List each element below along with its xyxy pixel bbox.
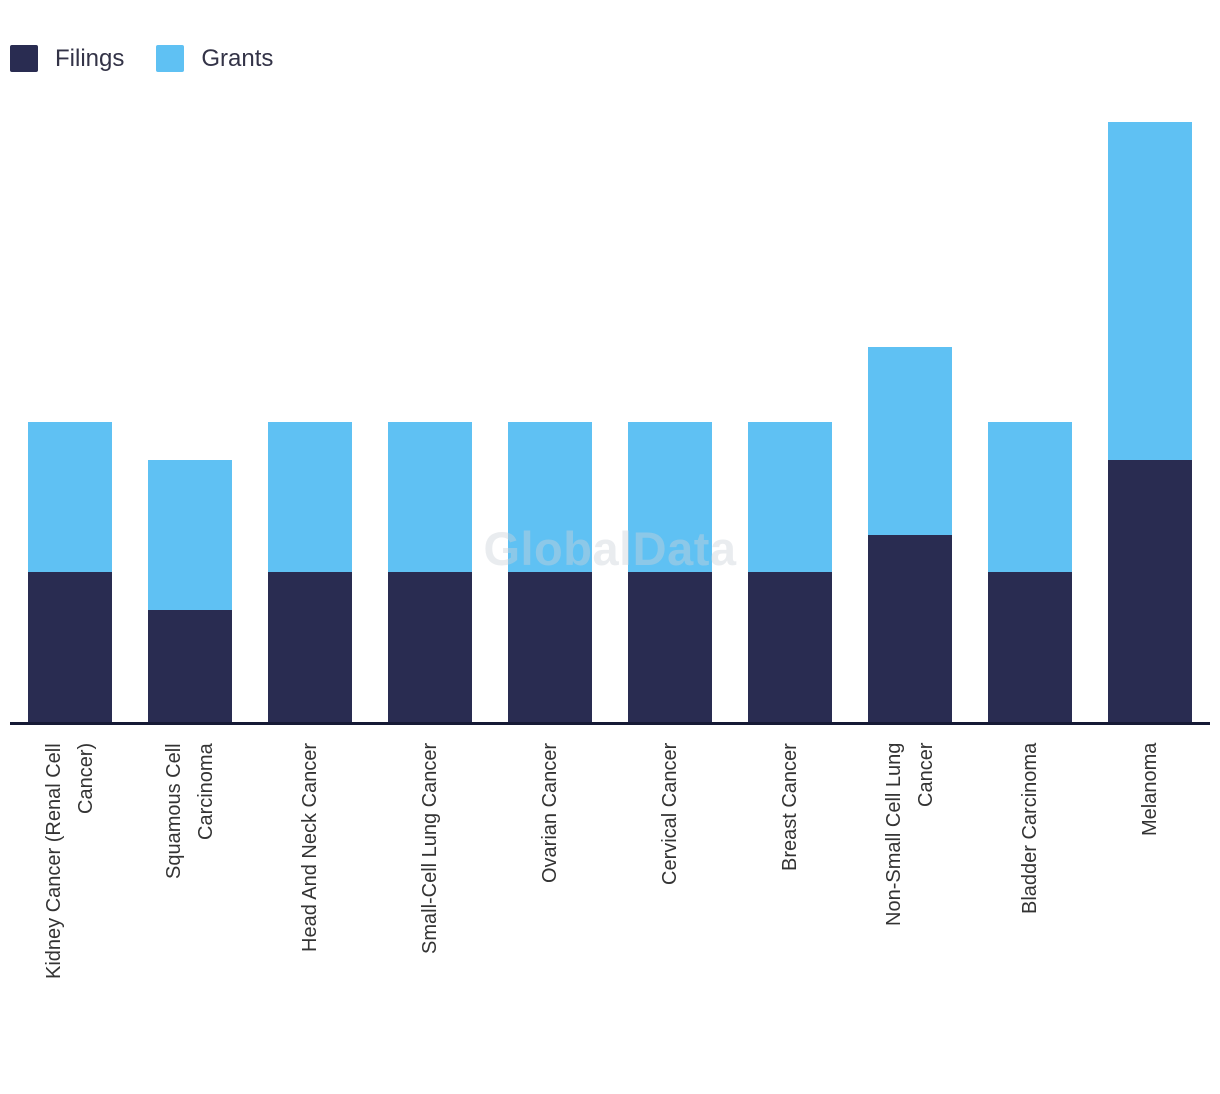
bar-segment-filings-1[interactable] — [148, 609, 232, 722]
bar-segment-grants-2[interactable] — [268, 422, 352, 572]
bar-group-3 — [388, 422, 472, 722]
bar-segment-grants-7[interactable] — [868, 347, 952, 535]
legend-label: Grants — [201, 44, 274, 72]
bar-segment-grants-5[interactable] — [628, 422, 712, 572]
bar-segment-grants-9[interactable] — [1108, 122, 1192, 460]
x-axis-label: Breast Cancer — [779, 743, 801, 871]
x-axis-label-cell-4: Ovarian Cancer — [490, 743, 610, 1084]
legend: Filings Grants — [10, 45, 273, 72]
plot-area — [28, 122, 1192, 722]
x-axis-label: Cervical Cancer — [659, 743, 681, 886]
x-axis-label-cell-0: Kidney Cancer (Renal Cell Cancer) — [10, 743, 130, 1084]
bar-group-4 — [508, 422, 592, 722]
bar-segment-filings-6[interactable] — [748, 572, 832, 722]
x-axis-label: Non-Small Cell Lung Cancer — [883, 743, 937, 927]
x-axis-label-cell-2: Head And Neck Cancer — [250, 743, 370, 1084]
x-axis-label-cell-3: Small-Cell Lung Cancer — [370, 743, 490, 1084]
x-axis-label: Head And Neck Cancer — [299, 743, 321, 953]
bar-segment-filings-4[interactable] — [508, 572, 592, 722]
bar-segment-filings-3[interactable] — [388, 572, 472, 722]
bar-segment-filings-7[interactable] — [868, 534, 952, 722]
bar-segment-grants-1[interactable] — [148, 459, 232, 610]
legend-swatch — [10, 45, 38, 72]
legend-item-grants[interactable]: Grants — [156, 45, 273, 72]
bar-group-8 — [988, 422, 1072, 722]
bar-segment-filings-8[interactable] — [988, 572, 1072, 722]
x-axis-label-cell-7: Non-Small Cell Lung Cancer — [850, 743, 970, 1084]
bar-segment-grants-0[interactable] — [28, 422, 112, 572]
x-axis-line — [10, 722, 1210, 725]
x-axis-label-cell-5: Cervical Cancer — [610, 743, 730, 1084]
bar-group-0 — [28, 422, 112, 722]
x-axis-label: Squamous Cell Carcinoma — [163, 743, 217, 879]
x-axis-label-cell-9: Melanoma — [1090, 743, 1210, 1084]
bar-segment-grants-3[interactable] — [388, 422, 472, 572]
bar-group-2 — [268, 422, 352, 722]
bar-group-7 — [868, 347, 952, 722]
bar-group-1 — [148, 459, 232, 722]
bar-segment-filings-0[interactable] — [28, 572, 112, 722]
x-axis-label-cell-1: Squamous Cell Carcinoma — [130, 743, 250, 1084]
bar-segment-filings-2[interactable] — [268, 572, 352, 722]
x-axis-label: Kidney Cancer (Renal Cell Cancer) — [43, 743, 97, 979]
bar-segment-grants-4[interactable] — [508, 422, 592, 572]
bar-segment-grants-6[interactable] — [748, 422, 832, 572]
bar-segment-filings-5[interactable] — [628, 572, 712, 722]
x-axis-label-cell-6: Breast Cancer — [730, 743, 850, 1084]
x-axis-label: Bladder Carcinoma — [1019, 743, 1041, 915]
bar-group-6 — [748, 422, 832, 722]
x-axis-label: Ovarian Cancer — [539, 743, 561, 884]
legend-swatch — [156, 45, 185, 72]
bar-group-9 — [1108, 122, 1192, 722]
bar-group-5 — [628, 422, 712, 722]
bar-segment-grants-8[interactable] — [988, 422, 1072, 572]
x-axis-label-cell-8: Bladder Carcinoma — [970, 743, 1090, 1084]
legend-label: Filings — [55, 44, 125, 72]
legend-item-filings[interactable]: Filings — [10, 45, 124, 72]
x-axis-label: Melanoma — [1139, 743, 1161, 837]
bar-segment-filings-9[interactable] — [1108, 459, 1192, 722]
x-axis-label: Small-Cell Lung Cancer — [419, 743, 441, 955]
